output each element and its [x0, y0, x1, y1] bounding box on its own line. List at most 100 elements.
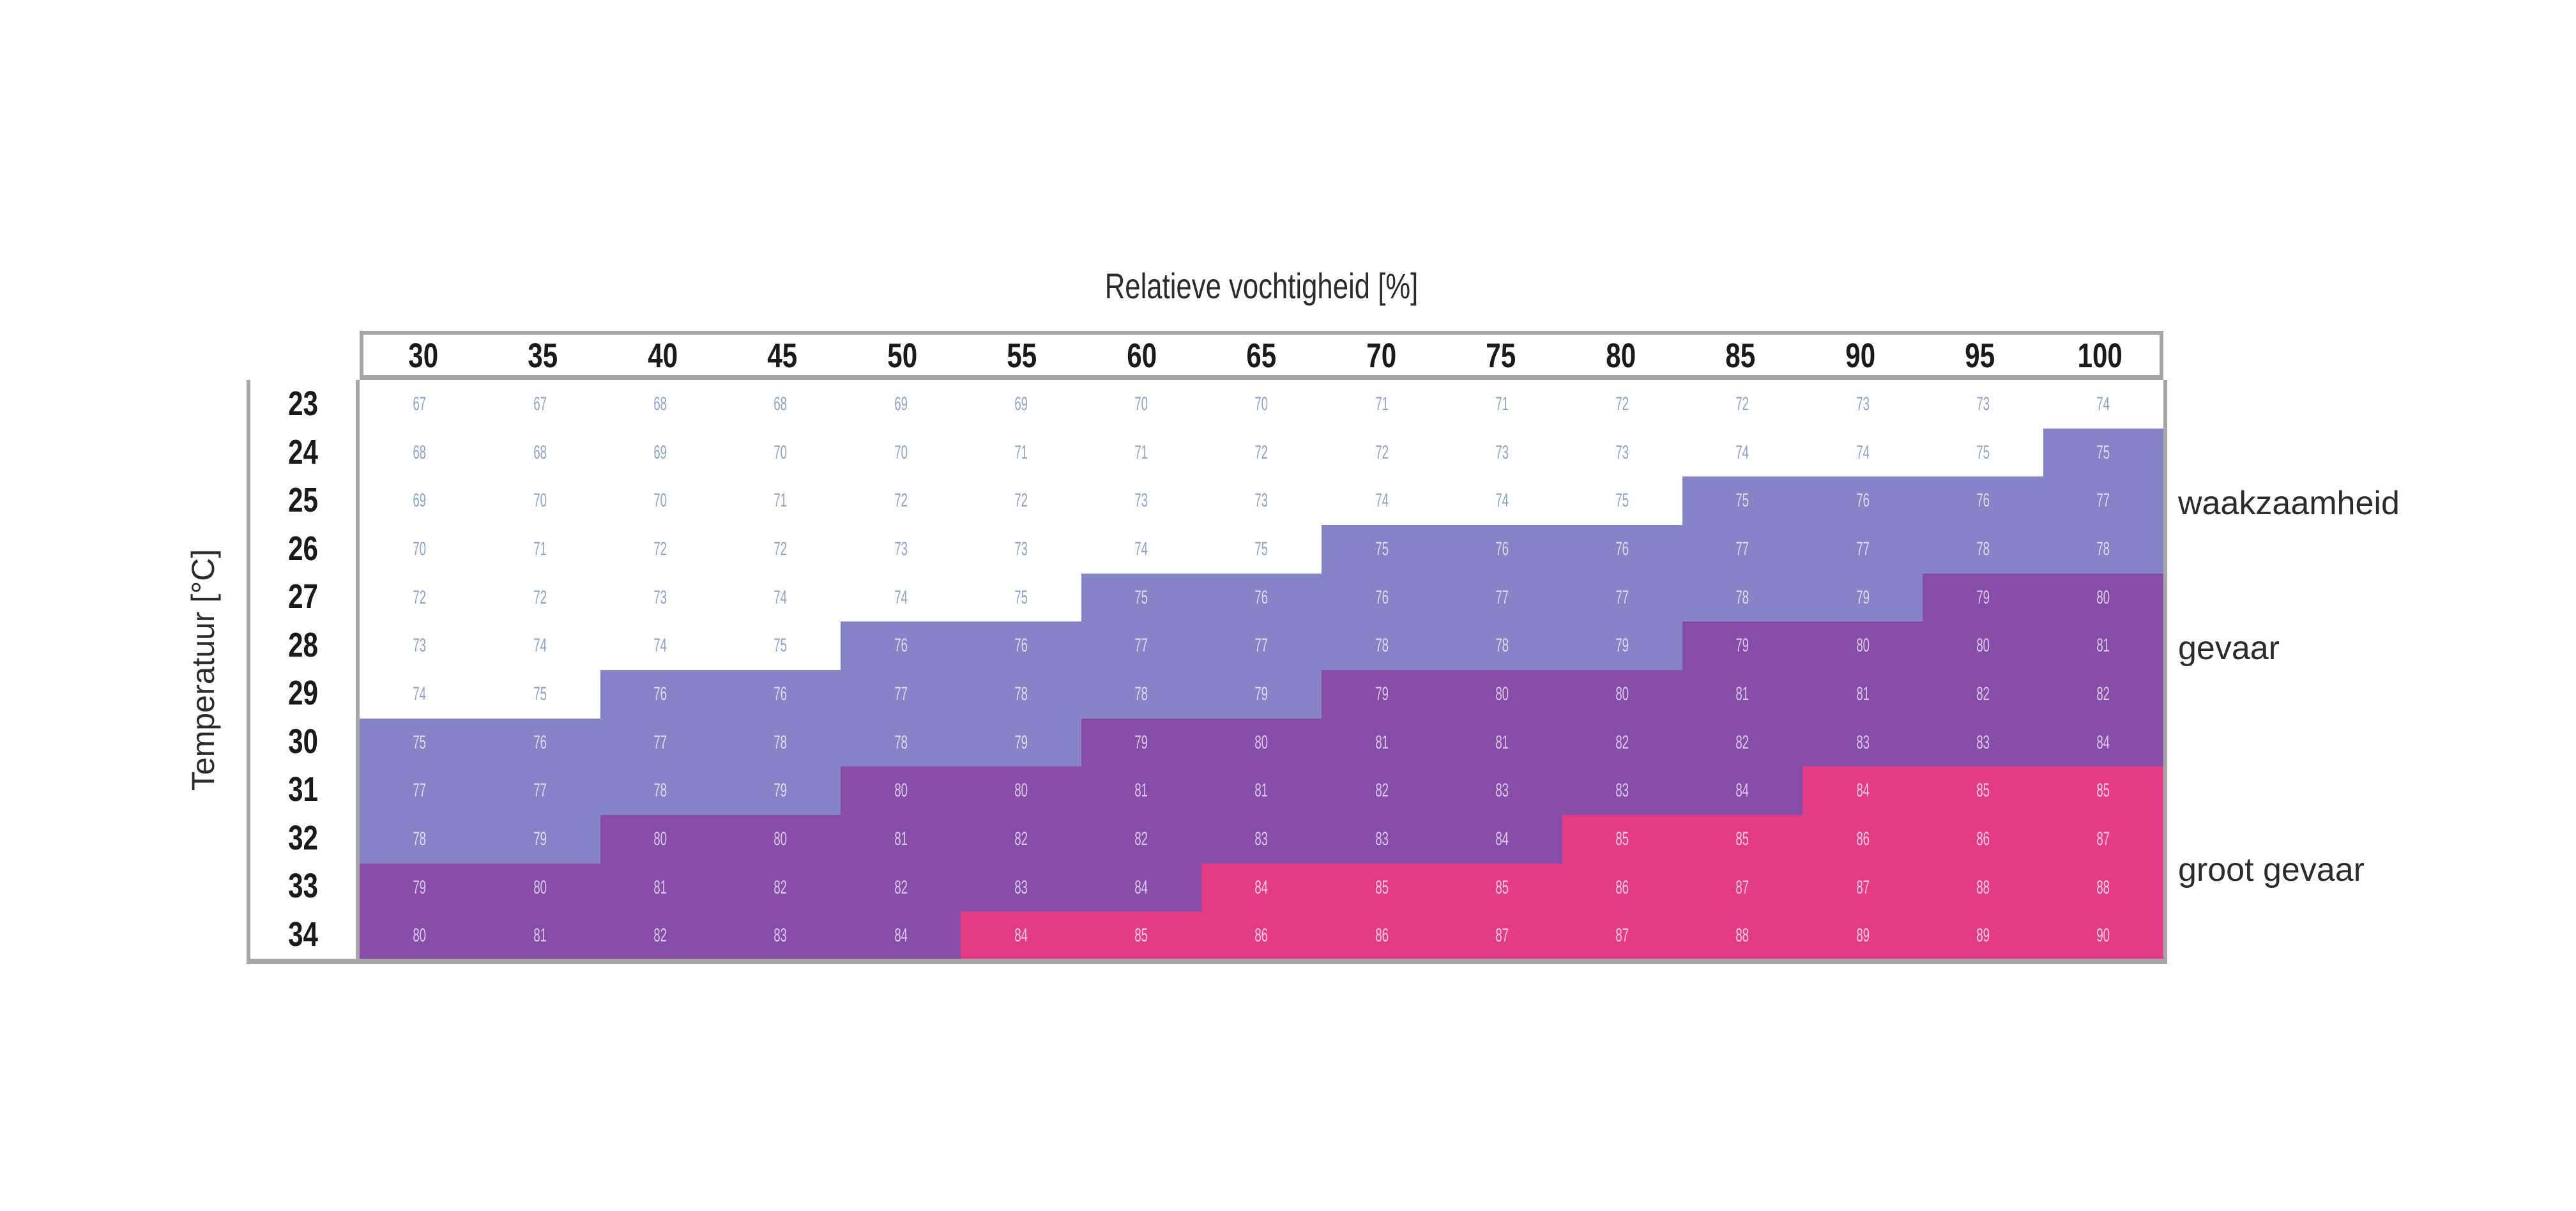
heat-index-cell: 87 [1562, 911, 1682, 960]
cell-value: 85 [1134, 925, 1148, 947]
cell-value: 87 [2096, 828, 2110, 849]
heat-index-cell: 87 [2043, 814, 2163, 864]
heat-index-cell: 69 [600, 428, 720, 477]
table-row: 73 74 74 75 76 76 77 77 78 78 79 79 80 80 81 [360, 621, 2163, 670]
heat-index-cell: 76 [720, 669, 841, 719]
cell-value: 79 [1134, 731, 1148, 753]
cell-value: 76 [1856, 490, 1870, 512]
heat-index-cell: 79 [1802, 573, 1923, 622]
cell-value: 76 [894, 635, 908, 657]
cell-value: 82 [1014, 828, 1028, 849]
heat-index-cell: 68 [360, 428, 480, 477]
heat-index-cell: 78 [360, 814, 480, 864]
cell-value: 82 [1134, 828, 1148, 849]
cell-value: 83 [1014, 876, 1028, 898]
cell-value: 75 [1014, 586, 1028, 608]
cell-value: 77 [1615, 586, 1629, 608]
cell-value: 77 [533, 780, 547, 802]
heat-index-cell: 76 [1201, 573, 1322, 622]
heat-index-cell: 82 [600, 911, 720, 960]
heat-index-cell: 87 [1802, 863, 1923, 912]
cell-value: 71 [1495, 393, 1509, 415]
heat-index-cell: 80 [600, 814, 720, 864]
table-row: 68 68 69 70 70 71 71 72 72 73 73 74 74 75 75 [360, 428, 2163, 477]
heat-index-cell: 80 [1201, 718, 1322, 767]
cell-value: 71 [533, 538, 547, 560]
heat-index-cell: 74 [600, 621, 720, 670]
cell-value: 70 [533, 490, 547, 512]
heat-index-cell: 73 [961, 524, 1081, 574]
heat-index-cell: 78 [1322, 621, 1442, 670]
cell-value: 76 [774, 683, 788, 705]
cell-value: 84 [1014, 925, 1028, 947]
heat-index-cell: 82 [2043, 669, 2163, 719]
cell-value: 77 [1254, 635, 1269, 657]
table-row: 70 71 72 72 73 73 74 75 75 76 76 77 77 78 78 [360, 524, 2163, 574]
heat-index-grid: 67 67 68 68 69 69 70 70 71 71 72 72 73 73 74 68 68 69 70 70… [360, 380, 2163, 960]
heat-index-cell: 77 [1201, 621, 1322, 670]
table-row: 74 75 76 76 77 78 78 79 79 80 80 81 81 82 82 [360, 669, 2163, 719]
column-header: 50 [887, 337, 918, 375]
cell-value: 73 [1254, 490, 1269, 512]
heat-index-cell: 82 [1081, 814, 1201, 864]
cell-value: 80 [413, 925, 427, 947]
heat-index-cell: 74 [1442, 476, 1562, 525]
cell-value: 80 [2096, 586, 2110, 608]
cell-value: 83 [1495, 780, 1509, 802]
cell-value: 74 [1375, 490, 1389, 512]
cell-value: 85 [1375, 876, 1389, 898]
cell-value: 72 [1254, 441, 1269, 463]
cell-value: 69 [413, 490, 427, 512]
cell-value: 81 [1735, 683, 1749, 705]
cell-value: 83 [1976, 731, 1990, 753]
row-header: 27 [288, 577, 318, 616]
cell-value: 70 [653, 490, 667, 512]
heat-index-cell: 88 [1682, 911, 1803, 960]
cell-value: 77 [894, 683, 908, 705]
heat-index-cell: 74 [720, 573, 841, 622]
cell-value: 76 [1375, 586, 1389, 608]
heat-index-cell: 80 [2043, 573, 2163, 622]
heat-index-cell: 88 [1923, 863, 2043, 912]
column-header: 100 [2077, 337, 2123, 375]
cell-value: 82 [653, 925, 667, 947]
row-header-column: 23 24 25 26 27 28 29 30 31 32 33 34 [247, 380, 360, 964]
cell-value: 70 [1254, 393, 1269, 415]
cell-value: 81 [653, 876, 667, 898]
cell-value: 81 [894, 828, 908, 849]
cell-value: 76 [1615, 538, 1629, 560]
heat-index-cell: 79 [1682, 621, 1803, 670]
heat-index-cell: 85 [1682, 814, 1803, 864]
heat-index-cell: 71 [1081, 428, 1201, 477]
heat-index-cell: 71 [720, 476, 841, 525]
heat-index-cell: 84 [1201, 863, 1322, 912]
cell-value: 86 [1254, 925, 1269, 947]
heat-index-cell: 80 [1802, 621, 1923, 670]
table-row: 69 70 70 71 72 72 73 73 74 74 75 75 76 76 77 [360, 476, 2163, 525]
heat-index-cell: 77 [480, 766, 600, 815]
cell-value: 85 [1735, 828, 1749, 849]
heat-index-cell: 74 [1322, 476, 1442, 525]
cell-value: 74 [533, 635, 547, 657]
heat-index-cell: 82 [1923, 669, 2043, 719]
cell-value: 79 [1735, 635, 1749, 657]
heat-index-cell: 69 [841, 380, 961, 429]
heat-index-cell: 83 [1442, 766, 1562, 815]
row-header: 26 [288, 529, 318, 568]
heat-index-cell: 78 [1081, 669, 1201, 719]
heat-index-cell: 67 [360, 380, 480, 429]
cell-value: 82 [1615, 731, 1629, 753]
heat-index-cell: 71 [1322, 380, 1442, 429]
heat-index-cell: 78 [961, 669, 1081, 719]
cell-value: 83 [1254, 828, 1269, 849]
cell-value: 72 [413, 586, 427, 608]
cell-value: 74 [774, 586, 788, 608]
cell-value: 70 [1134, 393, 1148, 415]
cell-value: 80 [533, 876, 547, 898]
row-header: 33 [288, 867, 318, 905]
cell-value: 74 [1495, 490, 1509, 512]
cell-value: 69 [894, 393, 908, 415]
heat-index-cell: 73 [1562, 428, 1682, 477]
heat-index-cell: 82 [1682, 718, 1803, 767]
cell-value: 85 [1615, 828, 1629, 849]
